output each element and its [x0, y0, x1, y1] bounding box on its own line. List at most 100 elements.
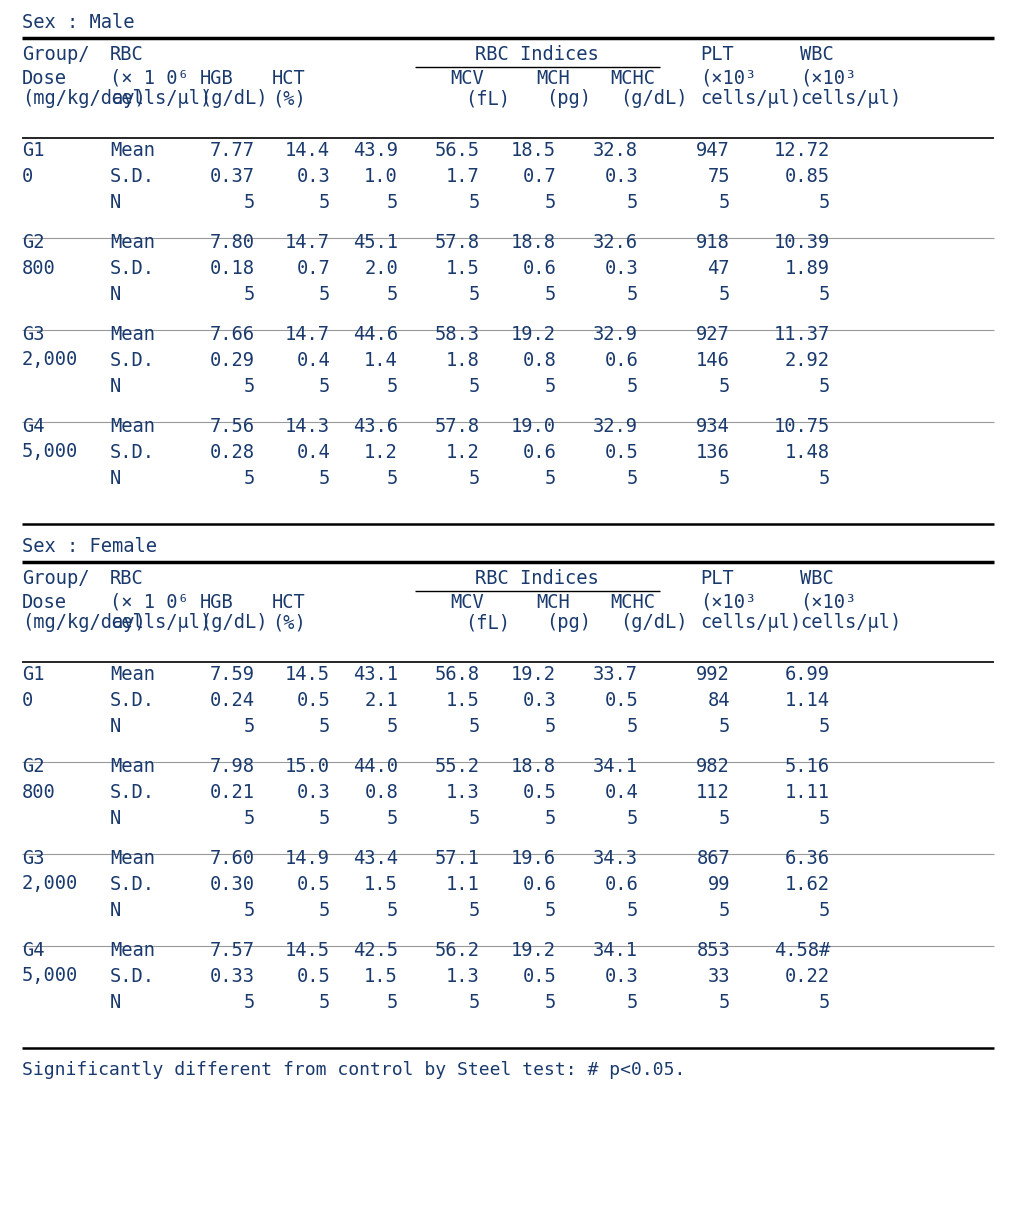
- Text: 5: 5: [468, 808, 480, 828]
- Text: 0.22: 0.22: [785, 966, 830, 986]
- Text: 7.57: 7.57: [210, 941, 255, 959]
- Text: (g/dL): (g/dL): [620, 613, 687, 633]
- Text: 14.5: 14.5: [285, 664, 330, 684]
- Text: 42.5: 42.5: [353, 941, 399, 959]
- Text: 14.7: 14.7: [285, 325, 330, 343]
- Text: 5: 5: [719, 469, 730, 488]
- Text: 2.92: 2.92: [785, 350, 830, 370]
- Text: 918: 918: [697, 232, 730, 252]
- Text: N: N: [110, 717, 122, 735]
- Text: 5: 5: [243, 469, 255, 488]
- Text: S.D.: S.D.: [110, 690, 155, 710]
- Text: 34.1: 34.1: [593, 941, 638, 959]
- Text: 84: 84: [708, 690, 730, 710]
- Text: 5: 5: [386, 901, 399, 920]
- Text: 5: 5: [243, 376, 255, 396]
- Text: 18.8: 18.8: [511, 232, 556, 252]
- Text: 5: 5: [386, 717, 399, 735]
- Text: 33.7: 33.7: [593, 664, 638, 684]
- Text: 5: 5: [468, 901, 480, 920]
- Text: 5: 5: [719, 808, 730, 828]
- Text: 11.37: 11.37: [774, 325, 830, 343]
- Text: 5: 5: [627, 808, 638, 828]
- Text: 44.0: 44.0: [353, 757, 399, 775]
- Text: G2: G2: [22, 757, 45, 775]
- Text: PLT: PLT: [700, 570, 734, 589]
- Text: 5: 5: [719, 901, 730, 920]
- Text: 0.30: 0.30: [210, 875, 255, 893]
- Text: 5: 5: [818, 993, 830, 1011]
- Text: 0.5: 0.5: [522, 783, 556, 802]
- Text: (g/dL): (g/dL): [620, 90, 687, 108]
- Text: Dose: Dose: [22, 68, 67, 88]
- Text: 5: 5: [318, 901, 330, 920]
- Text: 5: 5: [243, 285, 255, 303]
- Text: 7.60: 7.60: [210, 848, 255, 868]
- Text: 10.75: 10.75: [774, 416, 830, 436]
- Text: 5.16: 5.16: [785, 757, 830, 775]
- Text: 58.3: 58.3: [435, 325, 480, 343]
- Text: 14.9: 14.9: [285, 848, 330, 868]
- Text: HCT: HCT: [272, 593, 306, 611]
- Text: 1.2: 1.2: [446, 443, 480, 461]
- Text: 32.8: 32.8: [593, 140, 638, 159]
- Text: 0.5: 0.5: [604, 443, 638, 461]
- Text: 5: 5: [468, 376, 480, 396]
- Text: 0.4: 0.4: [604, 783, 638, 802]
- Text: 0.85: 0.85: [785, 167, 830, 185]
- Text: 5: 5: [545, 993, 556, 1011]
- Text: Group/: Group/: [22, 570, 89, 589]
- Text: 853: 853: [697, 941, 730, 959]
- Text: 43.6: 43.6: [353, 416, 399, 436]
- Text: 57.8: 57.8: [435, 232, 480, 252]
- Text: 5: 5: [318, 808, 330, 828]
- Text: 5: 5: [818, 717, 830, 735]
- Text: 12.72: 12.72: [774, 140, 830, 159]
- Text: 5: 5: [318, 717, 330, 735]
- Text: 7.77: 7.77: [210, 140, 255, 159]
- Text: G2: G2: [22, 232, 45, 252]
- Text: 1.7: 1.7: [446, 167, 480, 185]
- Text: 5: 5: [627, 192, 638, 212]
- Text: 0.29: 0.29: [210, 350, 255, 370]
- Text: 5: 5: [627, 376, 638, 396]
- Text: (× 1 0⁶: (× 1 0⁶: [110, 593, 189, 611]
- Text: 0.8: 0.8: [522, 350, 556, 370]
- Text: 5: 5: [386, 285, 399, 303]
- Text: 57.1: 57.1: [435, 848, 480, 868]
- Text: 0.7: 0.7: [522, 167, 556, 185]
- Text: RBC: RBC: [110, 570, 144, 589]
- Text: S.D.: S.D.: [110, 875, 155, 893]
- Text: 992: 992: [697, 664, 730, 684]
- Text: 0: 0: [22, 690, 33, 710]
- Text: 800: 800: [22, 258, 56, 277]
- Text: 1.0: 1.0: [364, 167, 399, 185]
- Text: 5: 5: [318, 192, 330, 212]
- Text: G4: G4: [22, 416, 45, 436]
- Text: 0.6: 0.6: [604, 350, 638, 370]
- Text: 5: 5: [627, 469, 638, 488]
- Text: Significantly different from control by Steel test: # p<0.05.: Significantly different from control by …: [22, 1061, 685, 1079]
- Text: 0.5: 0.5: [296, 966, 330, 986]
- Text: (pg): (pg): [546, 90, 591, 108]
- Text: 32.9: 32.9: [593, 416, 638, 436]
- Text: 0.5: 0.5: [604, 690, 638, 710]
- Text: 0.5: 0.5: [296, 875, 330, 893]
- Text: 5: 5: [627, 285, 638, 303]
- Text: 32.9: 32.9: [593, 325, 638, 343]
- Text: N: N: [110, 192, 122, 212]
- Text: 1.3: 1.3: [446, 783, 480, 802]
- Text: 5: 5: [318, 376, 330, 396]
- Text: 5,000: 5,000: [22, 443, 78, 461]
- Text: (pg): (pg): [546, 613, 591, 633]
- Text: 0.3: 0.3: [296, 167, 330, 185]
- Text: MCV: MCV: [450, 593, 484, 611]
- Text: 0.33: 0.33: [210, 966, 255, 986]
- Text: 5: 5: [318, 285, 330, 303]
- Text: 5: 5: [818, 808, 830, 828]
- Text: 5: 5: [468, 717, 480, 735]
- Text: 5: 5: [627, 993, 638, 1011]
- Text: G1: G1: [22, 140, 45, 159]
- Text: 5: 5: [719, 376, 730, 396]
- Text: 0.5: 0.5: [522, 966, 556, 986]
